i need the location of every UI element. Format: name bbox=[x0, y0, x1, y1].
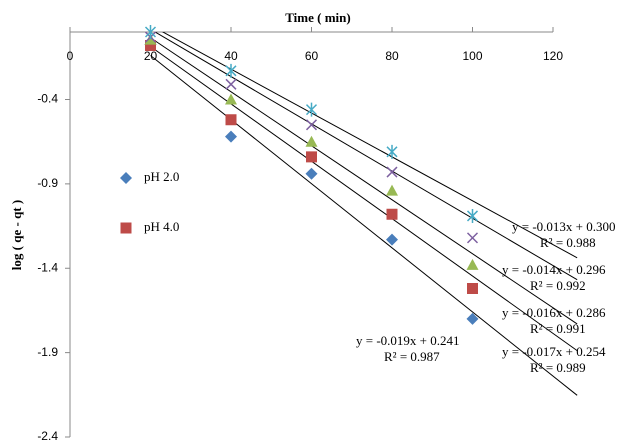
point bbox=[225, 93, 237, 105]
point bbox=[467, 283, 478, 294]
legend-label: pH 2.0 bbox=[144, 169, 179, 184]
point bbox=[466, 258, 479, 270]
trendline bbox=[154, 32, 578, 281]
point bbox=[386, 144, 398, 159]
x-tick-label: 100 bbox=[462, 49, 482, 63]
point bbox=[305, 102, 318, 117]
point bbox=[386, 184, 398, 196]
x-tick-label: 40 bbox=[224, 49, 238, 63]
x-tick-label: 0 bbox=[67, 49, 74, 63]
x-tick-label: 60 bbox=[305, 49, 319, 63]
trendline-equation: y = -0.019x + 0.241 bbox=[356, 333, 460, 348]
trendline-equation: y = -0.016x + 0.286 bbox=[502, 305, 606, 320]
trendline bbox=[150, 46, 578, 352]
point bbox=[225, 78, 237, 90]
legend-marker bbox=[120, 172, 132, 184]
legend-marker bbox=[120, 222, 132, 234]
point bbox=[225, 130, 237, 143]
y-tick-label: -1.4 bbox=[37, 260, 58, 274]
point bbox=[386, 233, 398, 246]
point bbox=[144, 25, 157, 39]
point bbox=[305, 167, 318, 180]
point bbox=[466, 232, 479, 244]
y-tick-label: -1.9 bbox=[37, 345, 58, 359]
trendline-r2: R² = 0.991 bbox=[530, 321, 586, 336]
trendline-equation: y = -0.013x + 0.300 bbox=[512, 219, 616, 234]
point bbox=[306, 151, 317, 163]
point bbox=[225, 114, 237, 126]
x-tick-label: 120 bbox=[543, 49, 563, 63]
y-tick-label: -2.4 bbox=[37, 429, 58, 443]
y-axis-label: log ( qe - qt ) bbox=[9, 200, 24, 270]
trendline-equation: y = -0.017x + 0.254 bbox=[502, 344, 606, 359]
trendline bbox=[150, 37, 578, 325]
point bbox=[386, 208, 398, 220]
trendline-r2: R² = 0.992 bbox=[530, 278, 586, 293]
y-tick-label: -0.9 bbox=[37, 176, 58, 190]
x-tick-label: 80 bbox=[385, 49, 399, 63]
trendline-equation: y = -0.014x + 0.296 bbox=[502, 262, 606, 277]
point bbox=[386, 166, 398, 178]
point bbox=[305, 135, 318, 147]
trendlines bbox=[150, 32, 578, 396]
point bbox=[145, 40, 156, 51]
point bbox=[466, 312, 479, 325]
point bbox=[305, 119, 318, 131]
trendline bbox=[161, 32, 578, 259]
point bbox=[466, 208, 479, 223]
legend-label: pH 4.0 bbox=[144, 219, 179, 234]
trendline-r2: R² = 0.988 bbox=[540, 235, 596, 250]
trendline-r2: R² = 0.987 bbox=[384, 349, 440, 364]
trendline-r2: R² = 0.989 bbox=[530, 360, 586, 375]
point bbox=[144, 33, 157, 45]
trendline bbox=[150, 55, 578, 396]
y-tick-label: -0.4 bbox=[37, 92, 58, 106]
point bbox=[225, 63, 237, 78]
chart-title: Time ( min) bbox=[285, 10, 350, 25]
